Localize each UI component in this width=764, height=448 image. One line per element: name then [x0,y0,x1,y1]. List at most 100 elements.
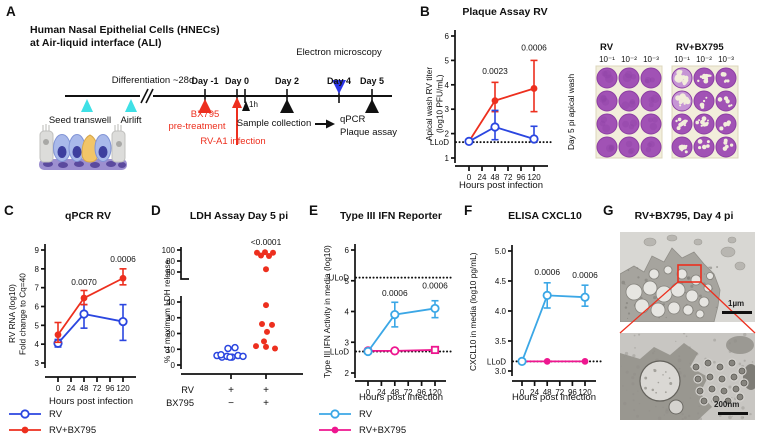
svg-text:96: 96 [568,388,577,397]
panel-c-label: C [4,203,14,218]
bx795-label: BX795 [190,109,220,120]
svg-text:0.0006: 0.0006 [521,43,547,53]
svg-text:72: 72 [504,173,513,182]
svg-text:10⁻¹: 10⁻¹ [674,55,690,64]
collection-day2-triangle-icon [280,99,294,113]
collection-1h-triangle-icon [242,101,250,111]
svg-text:6: 6 [35,303,40,312]
ifn-chart-title: Type III IFN Reporter [340,210,442,222]
svg-text:ULoD: ULoD [329,274,350,283]
qpcr-chart-title: qPCR RV [65,210,111,222]
svg-text:10⁻²: 10⁻² [696,55,712,64]
em-panel-title: RV+BX795, Day 4 pi [634,210,734,222]
plaque-assay-chart-title: Plaque Assay RV [462,6,548,18]
day-0-label: Day 0 [224,76,250,86]
legend-ifn: RV RV+BX795 [318,406,406,438]
svg-text:+: + [263,398,269,409]
svg-text:0: 0 [366,388,371,397]
svg-text:48: 48 [80,384,89,393]
svg-text:0.0006: 0.0006 [382,288,408,298]
svg-text:0.0006: 0.0006 [422,280,448,290]
em-top-image [620,232,755,322]
differentiation-label: Differentiation ~28d [111,75,195,86]
plaque-assay-label: Plaque assay [340,127,398,138]
sample-arrowhead-icon [326,119,335,129]
svg-text:96: 96 [517,173,526,182]
svg-text:120: 120 [116,384,130,393]
panel-a-title-line2: at Air-liquid interface (ALI) [30,37,162,49]
svg-text:96: 96 [417,388,426,397]
svg-text:LLoD: LLoD [330,347,349,356]
legend-item: RV+BX795 [8,422,96,438]
svg-text:<0.0001: <0.0001 [251,237,282,247]
svg-text:6: 6 [345,246,350,255]
qpcr-chart: 3 4 5 6 7 8 9 0 24 48 72 96 120 0.0070 0.0006 [35,244,136,393]
svg-text:24: 24 [478,173,487,182]
qpcr-label: qPCR [340,114,366,125]
day-2-label: Day 2 [274,76,300,86]
svg-text:0.0070: 0.0070 [71,277,97,287]
svg-text:0: 0 [171,361,176,370]
day-minus1-label: Day -1 [191,76,219,86]
em-top-scale-bar [722,311,752,314]
panel-d-label: D [151,203,161,218]
svg-text:3: 3 [445,105,450,114]
em-bottom-scale-label: 200nm [714,400,740,409]
collection-day5-triangle-icon [365,99,379,113]
em-zoom-box [677,264,702,283]
em-zoom-overlay [619,264,756,334]
qpcr-x-axis-label: Hours post infection [49,396,133,407]
legend-item: RV+BX795 [318,422,406,438]
svg-text:RV: RV [181,385,195,395]
svg-text:48: 48 [491,173,500,182]
elisa-chart: 3.0 3.5 4.0 4.5 5.0 0 24 48 72 96 120 LLoD 0.0006 0.0… [487,245,602,397]
plaque-assay-chart: 1 2 3 4 5 6 0 24 48 72 96 120 LLoD 0.0023 0.0006 [430,30,554,182]
svg-text:−: − [228,398,234,409]
svg-text:80: 80 [166,257,175,266]
svg-text:5: 5 [35,321,40,330]
svg-text:4: 4 [445,81,450,90]
airlift-triangle-icon [125,99,137,112]
svg-text:+: + [228,385,234,396]
svg-text:10⁻³: 10⁻³ [643,55,659,64]
svg-text:6: 6 [445,32,450,41]
ifn-x-axis-label: Hours post infection [359,392,443,403]
svg-text:20: 20 [166,330,175,339]
svg-text:4.0: 4.0 [495,307,507,316]
cell-culture-illustration [39,124,127,170]
panel-a-label: A [6,4,16,19]
svg-text:120: 120 [578,388,592,397]
sample-collection-label: Sample collection [236,118,312,129]
seed-transwell-label: Seed transwell [48,115,112,126]
svg-text:48: 48 [390,388,399,397]
svg-text:24: 24 [67,384,76,393]
electron-microscopy-label: Electron microscopy [296,47,382,58]
svg-text:10⁻¹: 10⁻¹ [599,55,615,64]
svg-text:LLoD: LLoD [487,357,506,366]
svg-text:100: 100 [162,246,176,255]
svg-text:RV: RV [600,42,614,53]
svg-text:72: 72 [404,388,413,397]
svg-text:8: 8 [35,265,40,274]
day-5-label: Day 5 [359,76,385,86]
svg-text:72: 72 [555,388,564,397]
svg-text:2: 2 [345,369,350,378]
svg-text:5.0: 5.0 [495,247,507,256]
em-top-scale-label: 1µm [728,299,745,308]
legend-qpcr: RV RV+BX795 [8,406,96,438]
svg-text:10⁻³: 10⁻³ [718,55,734,64]
one-hour-label: 1h [249,100,258,109]
pretreatment-label: pre-treatment [168,121,226,132]
ldh-chart-title: LDH Assay Day 5 pi [189,210,289,222]
rv-infection-label: RV-A1 infection [200,136,266,147]
svg-text:RV+BX795: RV+BX795 [676,42,724,53]
svg-text:0.0006: 0.0006 [534,267,560,277]
panel-e-label: E [309,203,319,218]
svg-text:4: 4 [345,308,350,317]
plaque-well-images: RV 10⁻¹ 10⁻² 10⁻³ RV+BX795 10⁻¹ 10⁻² 10⁻³ [595,42,739,159]
svg-text:0.0006: 0.0006 [572,270,598,280]
day-4-label: Day 4 [326,76,352,86]
svg-text:3.5: 3.5 [495,337,507,346]
svg-text:0: 0 [467,173,472,182]
svg-text:3: 3 [35,359,40,368]
